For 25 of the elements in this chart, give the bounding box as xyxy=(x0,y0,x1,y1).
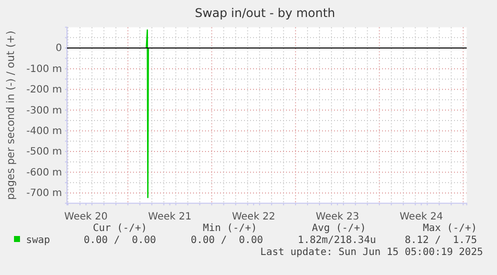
text: Last update: Sun Jun 15 05:00:19 2025 xyxy=(260,247,483,258)
text: Max (-/+) xyxy=(422,223,477,234)
x-tick-label: Week 24 xyxy=(400,211,443,222)
y-tick-label: -400 m xyxy=(26,126,62,138)
y-tick-label: -500 m xyxy=(26,146,62,158)
text: 0.00 / 0.00 xyxy=(190,235,263,246)
text: 0.00 / 0.00 xyxy=(84,235,156,246)
y-tick-label: -200 m xyxy=(26,84,62,96)
x-tick-label: Week 21 xyxy=(148,211,192,222)
text: Min (-/+) xyxy=(202,223,257,234)
y-tick-label: -300 m xyxy=(26,105,62,116)
chart-title: Swap in/out - by month xyxy=(194,6,336,20)
x-tick-label: Week 22 xyxy=(232,211,276,222)
y-tick-label: -100 m xyxy=(26,64,62,75)
text: Avg (-/+) xyxy=(312,223,366,234)
text: 1.82m/218.34u xyxy=(298,235,376,246)
text: Cur (-/+) xyxy=(92,223,147,234)
y-tick-label: -600 m xyxy=(26,167,62,178)
x-tick-label: Week 20 xyxy=(64,211,108,222)
y-tick-label: 0 xyxy=(56,43,62,54)
text: 8.12 / 1.75 xyxy=(404,235,477,246)
x-tick-label: Week 23 xyxy=(316,211,360,222)
y-axis-title: pages per second in (-) / out (+) xyxy=(5,30,17,200)
legend-label: swap xyxy=(26,235,50,246)
y-tick-label: -700 m xyxy=(26,188,62,200)
